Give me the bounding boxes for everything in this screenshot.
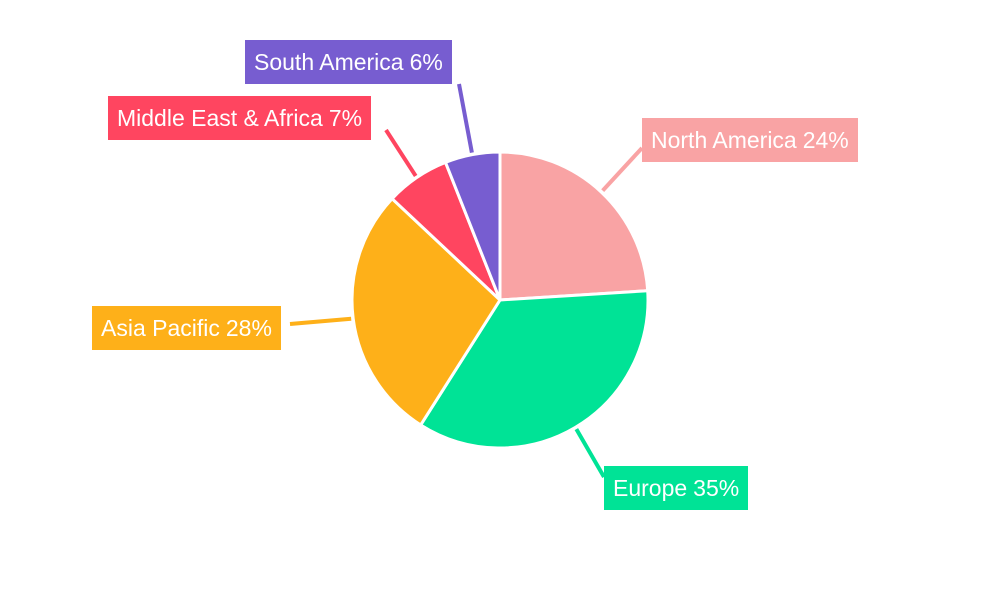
data-label: South America 6% bbox=[245, 40, 452, 84]
data-label-value: 6% bbox=[409, 49, 443, 75]
pie-slice-asia-pacific[interactable] bbox=[350, 196, 502, 428]
leader-line bbox=[289, 316, 352, 326]
pie-slice-north-america[interactable] bbox=[498, 150, 650, 302]
data-label: Asia Pacific 28% bbox=[92, 306, 281, 350]
data-label-value: 35% bbox=[693, 475, 740, 501]
data-label: North America 24% bbox=[642, 118, 858, 162]
data-label-value: 24% bbox=[802, 127, 849, 153]
data-label: Europe 35% bbox=[604, 466, 749, 510]
data-label-name: Asia Pacific bbox=[101, 315, 220, 341]
data-label: Middle East & Africa 7% bbox=[108, 96, 372, 140]
leader-line bbox=[601, 146, 644, 193]
data-label-value: 28% bbox=[225, 315, 272, 341]
data-label-name: Middle East & Africa bbox=[117, 105, 323, 131]
data-label-value: 7% bbox=[328, 105, 363, 131]
data-label-name: South America bbox=[254, 49, 404, 75]
data-label-name: North America bbox=[651, 127, 797, 153]
pie-slice-europe[interactable] bbox=[418, 289, 650, 450]
data-label-name: Europe bbox=[613, 475, 688, 501]
leader-line bbox=[457, 83, 474, 154]
pie-slice-south-america[interactable] bbox=[443, 150, 502, 301]
leader-line bbox=[384, 128, 418, 178]
leader-line bbox=[574, 428, 606, 478]
